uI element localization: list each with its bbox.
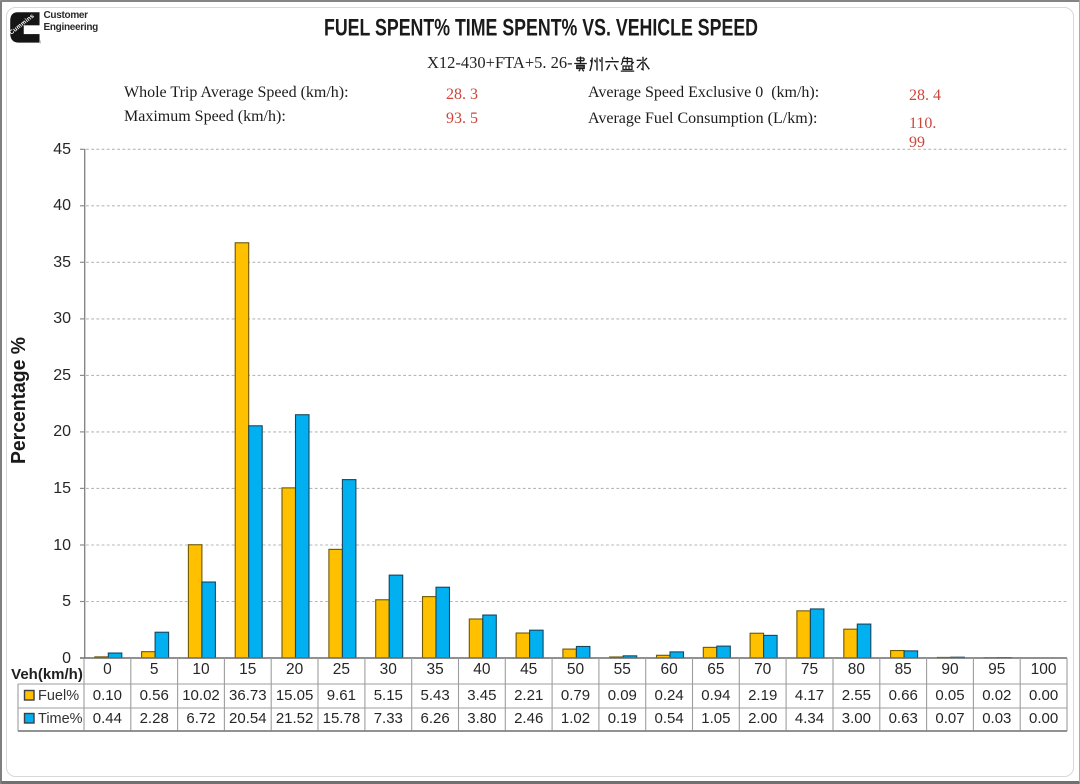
svg-text:FUEL SPENT% TIME SPENT% VS. VE: FUEL SPENT% TIME SPENT% VS. VEHICLE SPEE…: [324, 15, 758, 42]
svg-text:Percentage %: Percentage %: [8, 337, 30, 464]
svg-text:®: ®: [39, 39, 41, 44]
